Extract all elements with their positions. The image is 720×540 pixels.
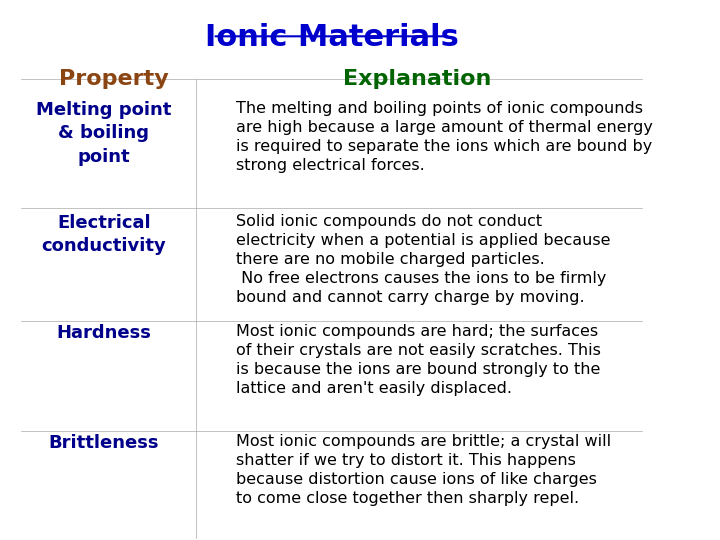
Text: Melting point
& boiling
point: Melting point & boiling point: [36, 101, 171, 166]
Text: Most ionic compounds are hard; the surfaces
of their crystals are not easily scr: Most ionic compounds are hard; the surfa…: [235, 323, 600, 396]
Text: Solid ionic compounds do not conduct
electricity when a potential is applied bec: Solid ionic compounds do not conduct ele…: [235, 214, 611, 306]
Text: The melting and boiling points of ionic compounds
are high because a large amoun: The melting and boiling points of ionic …: [235, 101, 652, 173]
Text: Most ionic compounds are brittle; a crystal will
shatter if we try to distort it: Most ionic compounds are brittle; a crys…: [235, 434, 611, 507]
Text: Ionic Materials: Ionic Materials: [204, 23, 459, 52]
Text: Electrical
conductivity: Electrical conductivity: [41, 214, 166, 255]
Text: Property: Property: [59, 69, 168, 89]
Text: Explanation: Explanation: [343, 69, 492, 89]
Text: Hardness: Hardness: [56, 323, 151, 342]
Text: Brittleness: Brittleness: [48, 434, 159, 452]
